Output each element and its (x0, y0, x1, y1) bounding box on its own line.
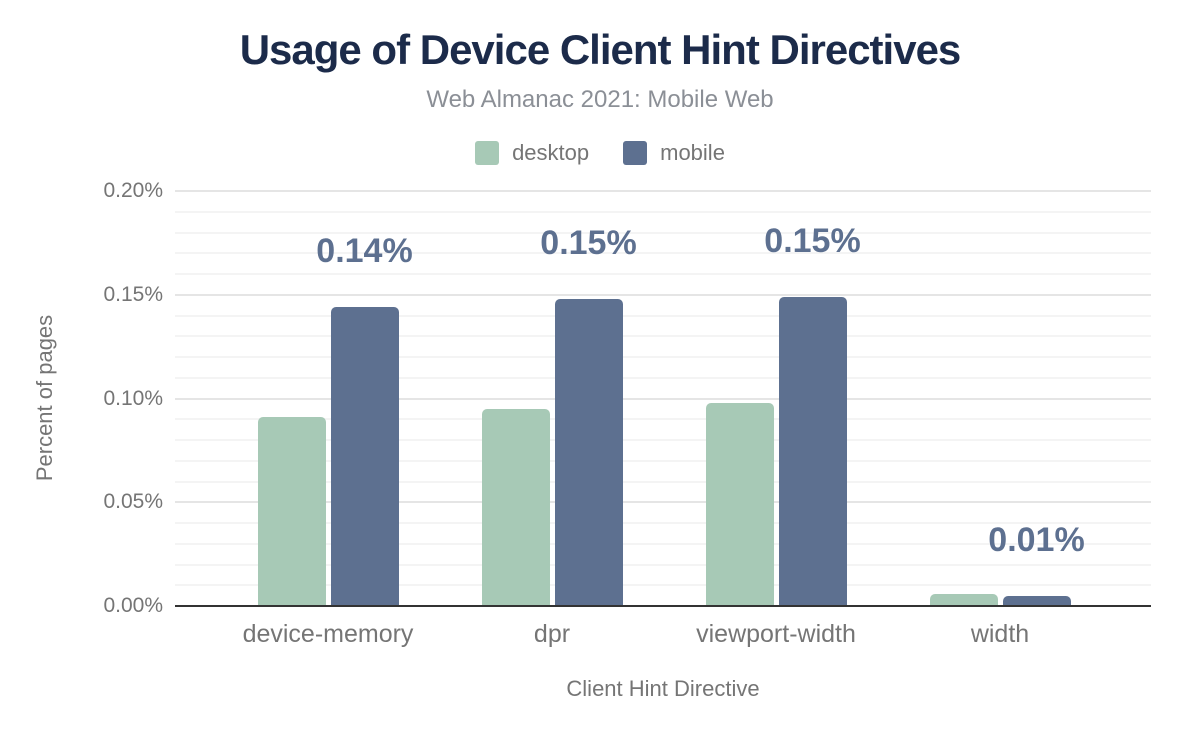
bar-desktop-device-memory (257, 417, 326, 606)
chart-title: Usage of Device Client Hint Directives (239, 26, 962, 73)
bar-desktop-viewport-width (705, 402, 774, 606)
bar-value-label-device-memory: 0.14% (316, 232, 413, 271)
minor-gridline (175, 563, 1151, 566)
legend-label-desktop: desktop (512, 140, 590, 165)
bar-value-label-dpr: 0.15% (540, 223, 637, 262)
bar-desktop-dpr (481, 408, 550, 606)
minor-gridline (175, 314, 1151, 317)
major-gridline (175, 397, 1151, 400)
x-category-label-device-memory: device-memory (242, 620, 414, 648)
major-gridline (175, 190, 1151, 192)
minor-gridline (175, 210, 1151, 213)
y-tick-label: 0.05% (103, 490, 163, 514)
x-category-label-width: width (970, 620, 1030, 648)
minor-gridline (175, 459, 1151, 462)
major-gridline (175, 501, 1151, 504)
x-axis-line (175, 605, 1151, 607)
bar-mobile-viewport-width (778, 296, 847, 606)
major-gridline (175, 293, 1151, 296)
minor-gridline (175, 252, 1151, 255)
minor-gridline (175, 522, 1151, 524)
x-axis-title: Client Hint Directive (566, 676, 760, 701)
minor-gridline (175, 273, 1151, 275)
bar-mobile-dpr (554, 298, 623, 606)
plot-area: 0.14% 0.15% 0.15% 0.01% (175, 190, 1151, 607)
minor-gridline (175, 418, 1151, 421)
legend-swatch-desktop-icon (475, 141, 500, 165)
legend: desktop mobile (0, 140, 1200, 166)
legend-swatch-mobile-icon (623, 141, 648, 165)
minor-gridline (175, 335, 1151, 338)
minor-gridline (175, 231, 1151, 234)
bar-mobile-width (1002, 595, 1071, 606)
minor-gridline (175, 480, 1151, 483)
legend-item-desktop: desktop (475, 140, 589, 166)
minor-gridline (175, 439, 1151, 441)
legend-item-mobile: mobile (623, 140, 725, 166)
y-tick-label: 0.20% (103, 179, 163, 202)
y-tick-label: 0.00% (103, 594, 163, 617)
minor-gridline (175, 542, 1151, 545)
bar-value-label-width: 0.01% (988, 520, 1085, 559)
chart-subtitle: Web Almanac 2021: Mobile Web (426, 86, 774, 113)
y-tick-label: 0.15% (103, 282, 163, 306)
bar-mobile-device-memory (330, 307, 399, 606)
x-category-label-dpr: dpr (533, 620, 571, 648)
bar-desktop-width (929, 593, 998, 606)
x-category-label-viewport-width: viewport-width (696, 620, 856, 648)
minor-gridline (175, 376, 1151, 379)
legend-label-mobile: mobile (660, 140, 725, 165)
minor-gridline (175, 356, 1151, 358)
y-tick-label: 0.10% (103, 386, 163, 410)
minor-gridline (175, 584, 1151, 587)
bar-value-label-viewport-width: 0.15% (764, 221, 861, 260)
